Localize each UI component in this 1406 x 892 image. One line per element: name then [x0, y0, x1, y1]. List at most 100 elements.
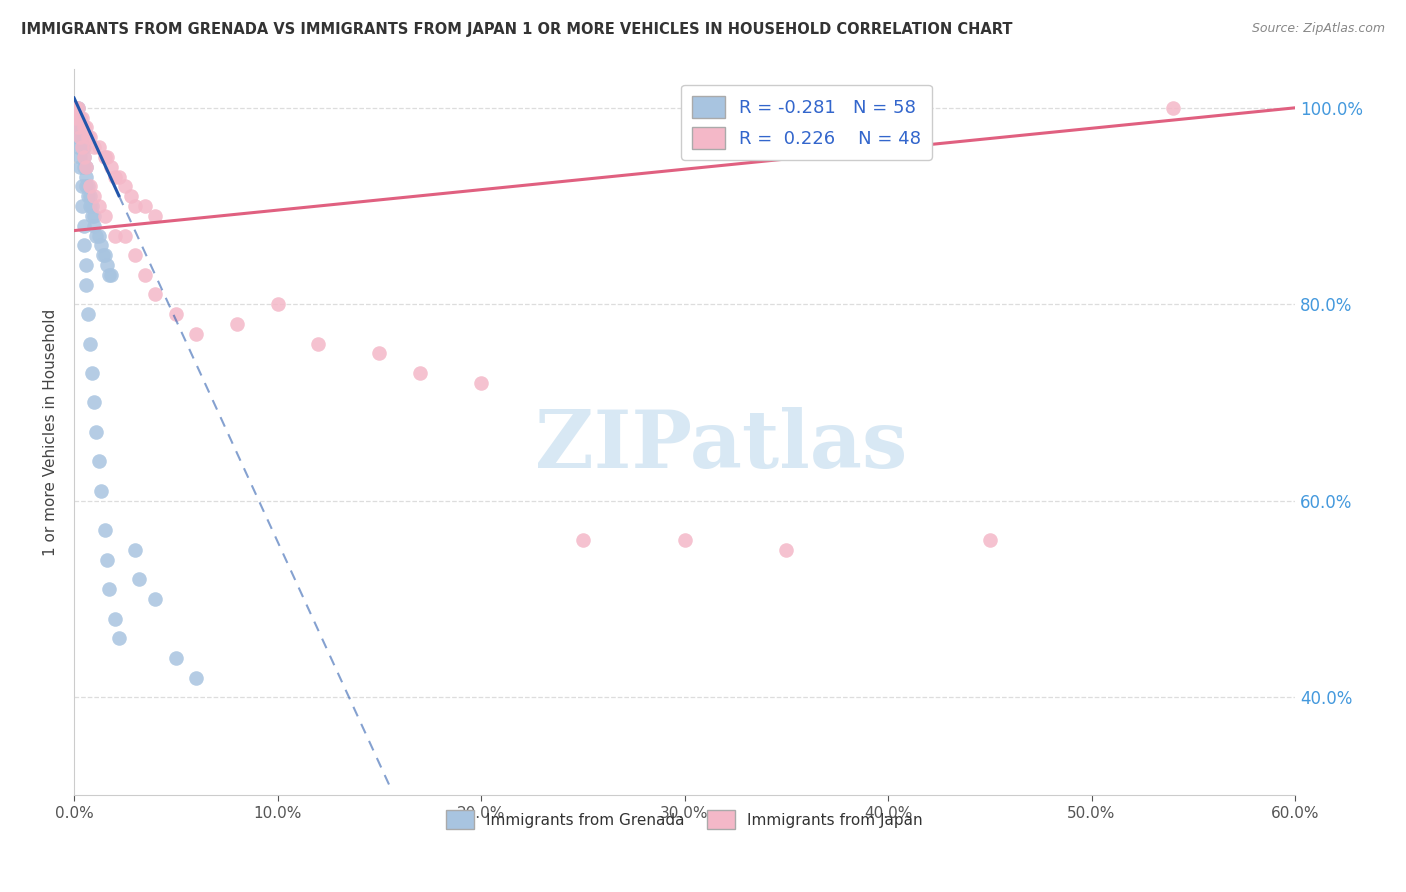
Point	[75, 120, 97, 135]
Point	[120, 189, 142, 203]
Point	[87, 199, 110, 213]
Point	[87, 140, 110, 154]
Point	[73, 120, 96, 135]
Point	[65, 101, 87, 115]
Point	[470, 376, 492, 390]
Point	[82, 366, 104, 380]
Point	[65, 111, 87, 125]
Point	[69, 160, 91, 174]
Point	[83, 395, 105, 409]
Point	[77, 307, 100, 321]
Point	[75, 258, 97, 272]
Point	[83, 189, 105, 203]
Y-axis label: 1 or more Vehicles in Household: 1 or more Vehicles in Household	[44, 309, 58, 556]
Point	[93, 248, 115, 262]
Point	[368, 346, 391, 360]
Point	[83, 209, 105, 223]
Text: ZIPatlas: ZIPatlas	[536, 408, 907, 485]
Point	[673, 533, 696, 547]
Point	[73, 140, 96, 154]
Point	[114, 228, 136, 243]
Point	[96, 552, 118, 566]
Point	[104, 228, 127, 243]
Point	[87, 454, 110, 468]
Point	[70, 179, 93, 194]
Point	[69, 130, 91, 145]
Point	[77, 130, 100, 145]
Point	[67, 101, 90, 115]
Point	[75, 277, 97, 292]
Point	[100, 268, 122, 282]
Point	[104, 169, 127, 184]
Point	[70, 199, 93, 213]
Point	[97, 268, 120, 282]
Point	[69, 111, 91, 125]
Point	[67, 120, 90, 135]
Point	[70, 140, 93, 154]
Text: IMMIGRANTS FROM GRENADA VS IMMIGRANTS FROM JAPAN 1 OR MORE VEHICLES IN HOUSEHOLD: IMMIGRANTS FROM GRENADA VS IMMIGRANTS FR…	[21, 22, 1012, 37]
Point	[90, 483, 112, 498]
Point	[90, 238, 112, 252]
Point	[75, 160, 97, 174]
Point	[75, 179, 97, 194]
Point	[145, 209, 167, 223]
Point	[77, 179, 100, 194]
Point	[69, 150, 91, 164]
Point	[73, 150, 96, 164]
Point	[124, 199, 146, 213]
Point	[86, 425, 108, 439]
Point	[73, 238, 96, 252]
Point	[108, 632, 131, 646]
Point	[73, 150, 96, 164]
Point	[83, 140, 105, 154]
Point	[86, 228, 108, 243]
Point	[75, 160, 97, 174]
Point	[70, 140, 93, 154]
Point	[82, 199, 104, 213]
Point	[225, 317, 247, 331]
Point	[165, 651, 187, 665]
Point	[75, 169, 97, 184]
Point	[79, 179, 101, 194]
Point	[134, 268, 156, 282]
Legend: Immigrants from Grenada, Immigrants from Japan: Immigrants from Grenada, Immigrants from…	[440, 805, 929, 835]
Point	[70, 111, 93, 125]
Point	[91, 248, 114, 262]
Point	[67, 111, 90, 125]
Point	[104, 611, 127, 625]
Point	[165, 307, 187, 321]
Point	[266, 297, 288, 311]
Point	[73, 160, 96, 174]
Point	[83, 219, 105, 233]
Point	[979, 533, 1001, 547]
Point	[93, 209, 115, 223]
Point	[124, 248, 146, 262]
Point	[572, 533, 595, 547]
Point	[69, 111, 91, 125]
Point	[67, 140, 90, 154]
Point	[124, 542, 146, 557]
Point	[69, 120, 91, 135]
Point	[82, 209, 104, 223]
Point	[65, 120, 87, 135]
Point	[128, 572, 150, 586]
Point	[77, 189, 100, 203]
Point	[134, 199, 156, 213]
Point	[96, 150, 118, 164]
Point	[93, 150, 115, 164]
Point	[79, 130, 101, 145]
Point	[65, 101, 87, 115]
Point	[1161, 101, 1184, 115]
Point	[145, 287, 167, 301]
Point	[69, 130, 91, 145]
Point	[114, 179, 136, 194]
Text: Source: ZipAtlas.com: Source: ZipAtlas.com	[1251, 22, 1385, 36]
Point	[79, 189, 101, 203]
Point	[93, 523, 115, 537]
Point	[73, 219, 96, 233]
Point	[186, 671, 208, 685]
Point	[307, 336, 329, 351]
Point	[97, 582, 120, 596]
Point	[79, 336, 101, 351]
Point	[96, 258, 118, 272]
